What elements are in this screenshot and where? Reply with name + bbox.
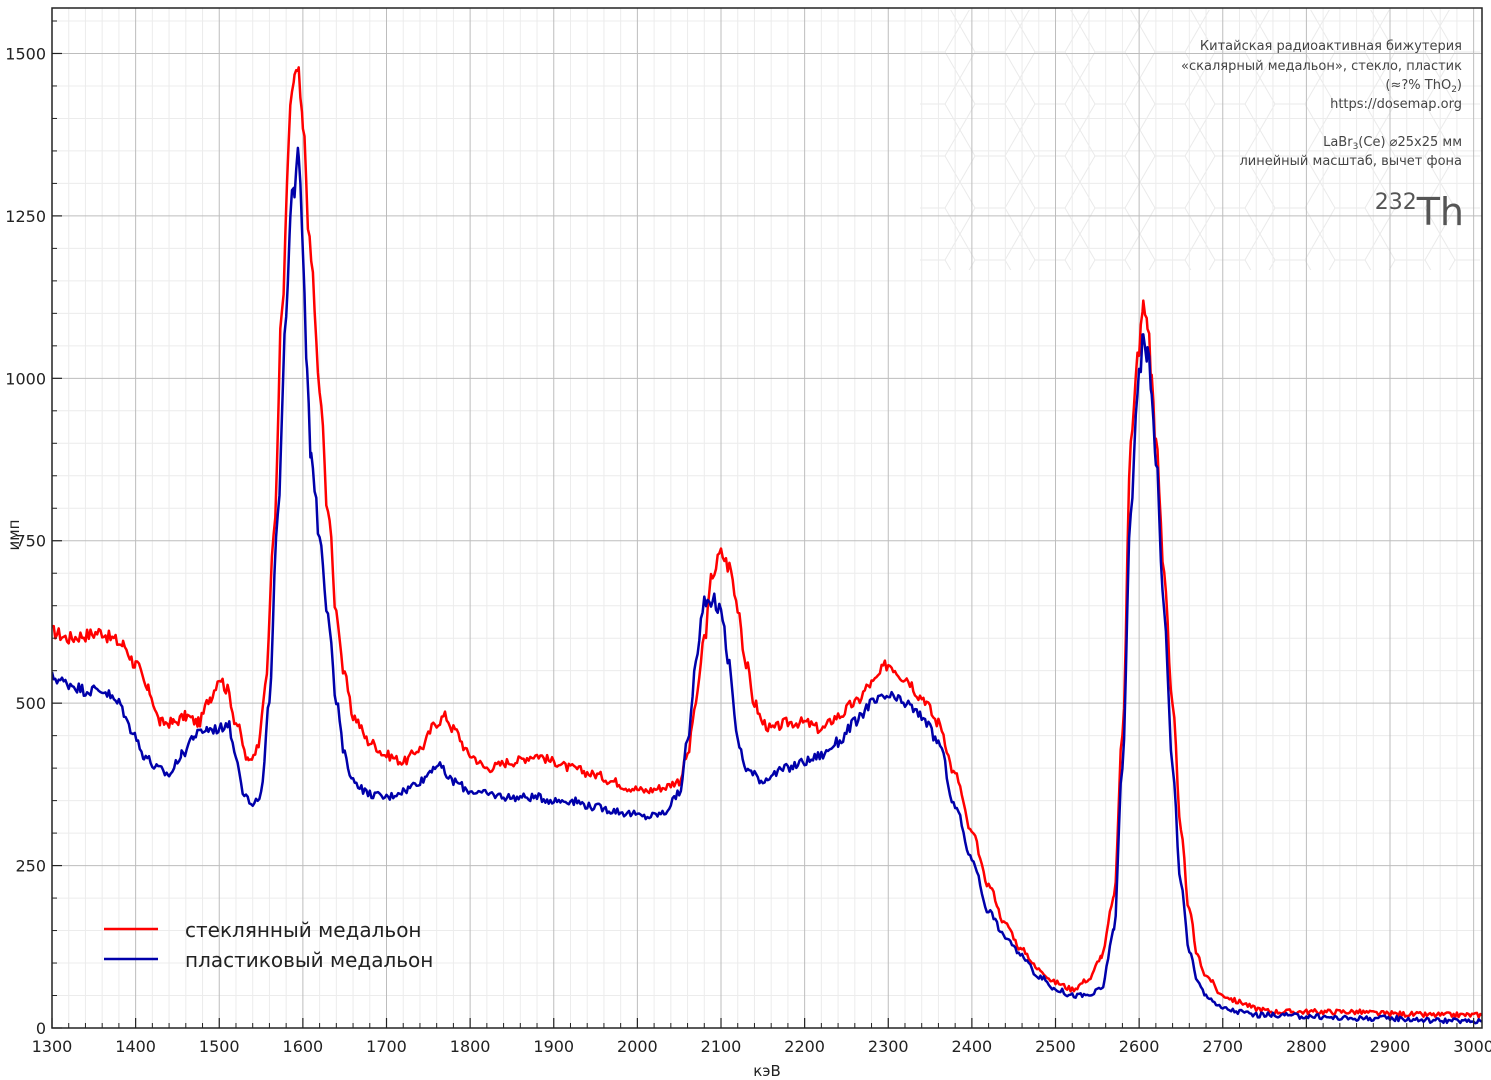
y-tick-label: 1000 — [5, 369, 46, 388]
x-tick-label: 2500 — [1035, 1037, 1076, 1056]
grid-minor — [52, 8, 1482, 1028]
annotation-line-2: «скалярный медальон», стекло, пластик — [1181, 59, 1462, 74]
legend-label-glass: стеклянный медальон — [185, 918, 422, 942]
isotope-symbol: Th — [1416, 190, 1464, 234]
series-line-glass — [52, 66, 1482, 1019]
x-tick-labels: 1300 1400 1500 1600 1700 1800 1900 2000 2100 2200… — [32, 1037, 1491, 1056]
y-tick-label: 500 — [15, 694, 46, 713]
y-axis-label: имп — [5, 520, 23, 551]
x-tick-label: 1800 — [450, 1037, 491, 1056]
x-tick-label: 2400 — [952, 1037, 993, 1056]
x-tick-label: 2300 — [868, 1037, 909, 1056]
x-tick-label: 2800 — [1286, 1037, 1327, 1056]
x-tick-label: 1900 — [533, 1037, 574, 1056]
annotation-line-3: (≈?% ThO2) — [1385, 78, 1462, 95]
isotope-label: 232Th — [1375, 190, 1464, 234]
annotation-line-1: Китайская радиоактивная бижутерия — [1200, 39, 1462, 54]
y-tick-label: 750 — [15, 532, 46, 551]
annotation-detector: LaBr3(Ce) ⌀25x25 мм — [1323, 135, 1462, 152]
annotation-url: https://dosemap.org — [1330, 97, 1462, 112]
annotation-scale: линейный масштаб, вычет фона — [1239, 154, 1462, 169]
x-tick-label: 2100 — [701, 1037, 742, 1056]
x-tick-label: 1600 — [283, 1037, 324, 1056]
series-layer — [52, 66, 1482, 1025]
x-tick-label: 1300 — [32, 1037, 73, 1056]
annotation-block: Китайская радиоактивная бижутерия «скаля… — [1181, 39, 1464, 234]
x-tick-label: 2900 — [1370, 1037, 1411, 1056]
series-line-plastic — [52, 146, 1482, 1025]
x-tick-label: 1400 — [115, 1037, 156, 1056]
x-tick-label: 1500 — [199, 1037, 240, 1056]
isotope-mass-number: 232 — [1375, 190, 1417, 215]
legend: стеклянный медальон пластиковый медальон — [104, 918, 433, 972]
annotation-detector-size: (Ce) ⌀25x25 мм — [1358, 135, 1462, 150]
x-tick-label: 2200 — [784, 1037, 825, 1056]
plot-frame — [51, 7, 1483, 1029]
y-tick-label: 1250 — [5, 207, 46, 226]
x-tick-label: 2600 — [1119, 1037, 1160, 1056]
annotation-thorium-oxide: (≈?% ThO — [1385, 78, 1451, 93]
legend-label-plastic: пластиковый медальон — [185, 948, 433, 972]
x-axis-label: кэВ — [753, 1062, 781, 1080]
y-tick-label: 1500 — [5, 44, 46, 63]
annotation-labr: LaBr — [1323, 135, 1353, 150]
x-tick-label: 3000 — [1453, 1037, 1491, 1056]
annotation-subscript-2: 2 — [1451, 85, 1457, 95]
annotation-close-paren: ) — [1457, 78, 1462, 93]
y-tick-label: 250 — [15, 857, 46, 876]
annotation-subscript-3: 3 — [1353, 142, 1359, 152]
axis-ticks — [51, 20, 1475, 1029]
y-tick-label: 0 — [36, 1019, 46, 1038]
x-tick-label: 2000 — [617, 1037, 658, 1056]
x-tick-label: 2700 — [1202, 1037, 1243, 1056]
x-tick-label: 1700 — [366, 1037, 407, 1056]
y-tick-labels: 0 250 500 750 1000 1250 1500 — [5, 44, 46, 1038]
